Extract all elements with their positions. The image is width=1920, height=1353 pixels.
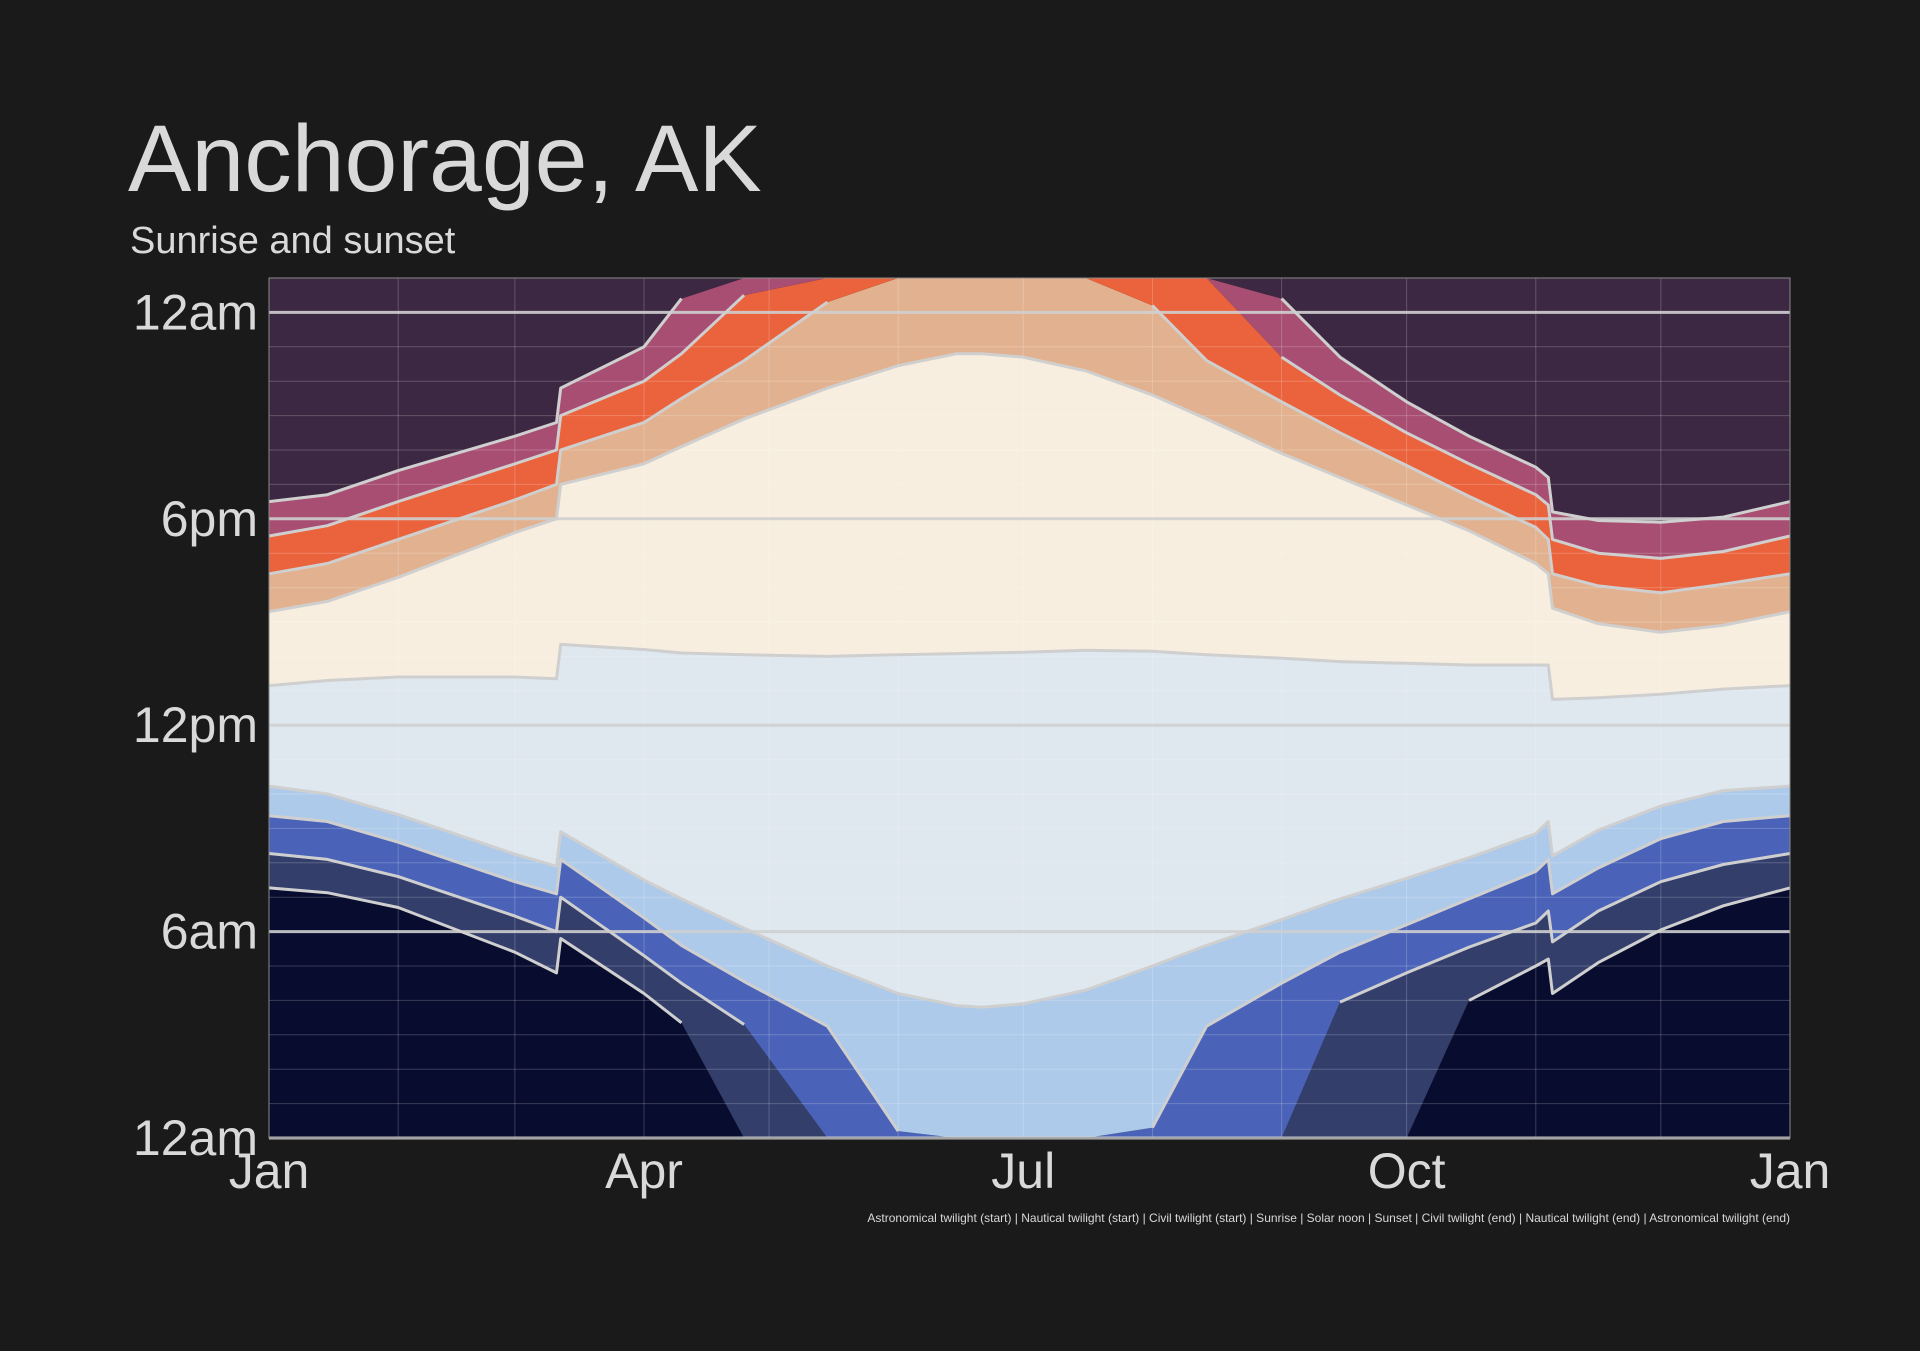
chart-subtitle: Sunrise and sunset [130, 220, 456, 262]
series-line-sunrise [268, 784, 1791, 1009]
x-tick-label: Jan [1750, 1143, 1831, 1199]
series-line-civil-twilight-start [1151, 814, 1791, 1129]
y-tick-label: 6pm [161, 491, 258, 547]
x-tick-label: Oct [1368, 1143, 1446, 1199]
series-line-astronomical-twilight-end [1280, 297, 1791, 524]
series-line-civil-twilight-start [268, 814, 900, 1132]
y-tick-label: 12am [133, 284, 258, 340]
chart-title: Anchorage, AK [128, 106, 762, 212]
x-tick-label: Apr [605, 1143, 683, 1199]
series-line-nautical-twilight-end [268, 294, 746, 538]
series-line-nautical-twilight-start [268, 852, 745, 1026]
series-line-civil-twilight-end [268, 300, 829, 576]
band-civil-twilight-morning [269, 786, 1790, 1138]
series-line-solar-noon [268, 642, 1791, 701]
x-tick-label: Jan [229, 1143, 310, 1199]
x-tick-label: Jul [991, 1143, 1055, 1199]
band-civil-twilight-evening [269, 278, 1790, 633]
series-line-astronomical-twilight-start [268, 886, 683, 1024]
band-astronomical-twilight-morning [269, 853, 1790, 1138]
series-line-sunset [268, 352, 1791, 634]
series-line-nautical-twilight-end [1280, 355, 1791, 560]
bands-layer [269, 278, 1790, 1138]
band-nautical-twilight-evening [269, 278, 1790, 593]
band-night-morning [269, 887, 1790, 1138]
band-daylight-morning [269, 644, 1790, 1008]
legend-caption: Astronomical twilight (start) | Nautical… [867, 1211, 1790, 1225]
band-daylight-afternoon [269, 353, 1790, 700]
series-line-astronomical-twilight-end [268, 297, 683, 504]
series-line-civil-twilight-end [1151, 304, 1791, 595]
series-line-astronomical-twilight-start [1468, 886, 1791, 1002]
y-tick-label: 12am [133, 1110, 258, 1166]
series-line-nautical-twilight-start [1339, 852, 1791, 1004]
band-astronomical-twilight-evening [269, 278, 1790, 559]
y-tick-label: 6am [161, 904, 258, 960]
series-lines-layer [268, 294, 1791, 1132]
plot-border [268, 277, 1791, 1139]
y-tick-label: 12pm [133, 697, 258, 753]
